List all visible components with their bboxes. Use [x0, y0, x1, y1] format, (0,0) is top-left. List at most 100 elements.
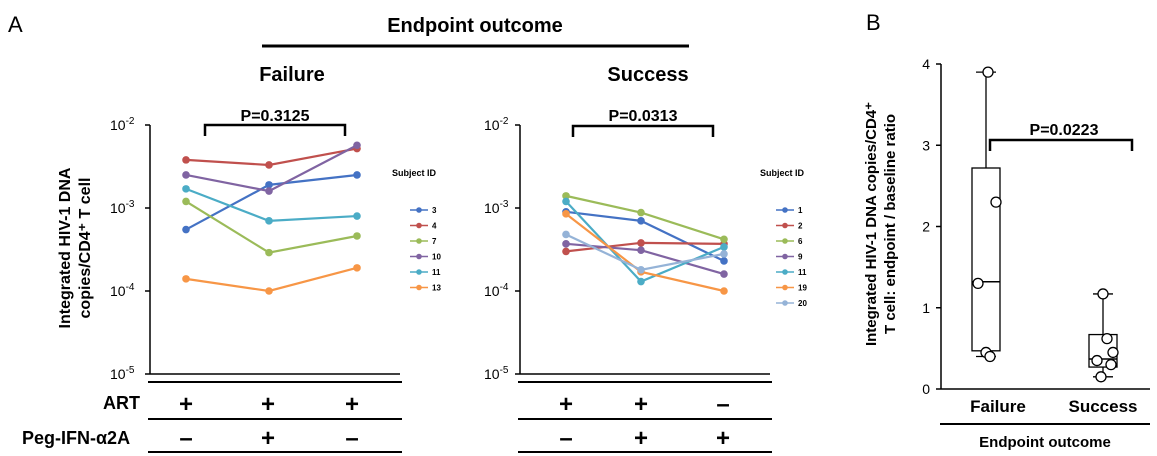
legend-label: 6 — [798, 237, 803, 246]
data-point — [353, 232, 361, 240]
data-point — [720, 250, 728, 258]
endpoint-header: Endpoint outcome — [387, 15, 563, 37]
failure-significance-bracket — [203, 123, 347, 136]
legend-marker — [782, 222, 788, 229]
data-point — [562, 197, 570, 206]
box-x-axis-label: Endpoint outcome — [979, 434, 1111, 451]
data-point — [353, 171, 361, 179]
legend-label: 1 — [798, 206, 803, 215]
box-significance-bracket — [988, 138, 1134, 151]
data-point — [637, 246, 645, 255]
box-point — [1105, 358, 1117, 371]
success-title: Success — [607, 64, 688, 86]
cell-peg-success-3: + — [716, 425, 730, 452]
data-point — [562, 247, 570, 256]
y-axis-label-b-line1: Integrated HIV-1 DNA copies/CD4⁺ — [863, 102, 880, 346]
box-plot — [971, 66, 1119, 383]
y-ticks-success: 10-2 10-3 10-4 10-5 — [484, 116, 509, 382]
data-point — [265, 287, 273, 295]
success-significance-bracket — [571, 124, 715, 137]
legend-label: 11 — [798, 268, 807, 277]
data-point — [637, 277, 645, 286]
box-point — [984, 350, 996, 363]
y-tick-label: 1 — [922, 300, 930, 316]
success-plot — [515, 124, 770, 375]
y-tick-label: 3 — [922, 137, 930, 153]
legend-marker — [416, 269, 422, 275]
cell-peg-failure-2: + — [261, 425, 275, 452]
data-point — [265, 181, 273, 189]
series-line — [185, 266, 358, 293]
data-point — [182, 275, 190, 283]
data-point — [353, 141, 361, 150]
box-point — [1107, 346, 1119, 359]
legend-label: 3 — [432, 206, 437, 215]
cell-peg-success-2: + — [634, 425, 648, 452]
data-point — [720, 287, 728, 295]
legend-label: 9 — [798, 253, 803, 262]
legend-marker — [782, 238, 788, 244]
legend-label: 10 — [432, 253, 441, 262]
box-point — [1101, 332, 1113, 345]
data-point — [720, 257, 728, 265]
data-point — [265, 248, 273, 257]
y-tick-label: 10-3 — [110, 199, 135, 216]
y-axis-label-a-line1: Integrated HIV-1 DNA — [57, 167, 74, 328]
data-point — [182, 156, 190, 164]
box-point — [982, 66, 994, 78]
legend-label: 19 — [798, 284, 807, 293]
cell-peg-failure-3: – — [345, 425, 358, 452]
data-point — [353, 212, 361, 220]
data-point — [182, 225, 190, 234]
success-legend-title: Subject ID — [760, 168, 805, 178]
box-y-ticks: 0 1 2 3 4 — [922, 56, 941, 397]
failure-plot — [145, 124, 400, 375]
data-point — [637, 208, 645, 217]
box-category-success: Success — [1069, 397, 1138, 416]
legend-label: 7 — [432, 237, 437, 246]
data-point — [182, 185, 190, 193]
data-point — [637, 217, 645, 225]
data-point — [562, 192, 570, 200]
data-point — [562, 240, 570, 248]
cell-art-failure-2: + — [261, 391, 275, 418]
failure-legend: 3 4 7 10 11 13 — [410, 206, 441, 293]
data-point — [720, 243, 728, 251]
y-tick-label: 10-4 — [110, 282, 135, 299]
data-point — [562, 210, 570, 218]
y-tick-label: 10-3 — [484, 199, 509, 216]
data-point — [720, 270, 728, 278]
cell-art-success-3: – — [716, 391, 729, 418]
box-point — [1091, 354, 1103, 367]
box-point — [990, 196, 1002, 208]
data-point — [182, 197, 190, 206]
data-point — [182, 171, 190, 179]
box-category-failure: Failure — [970, 397, 1026, 416]
box-point — [1095, 371, 1107, 383]
y-tick-label: 10-4 — [484, 282, 509, 299]
legend-marker — [416, 253, 422, 260]
data-point — [562, 230, 570, 239]
cell-art-failure-1: + — [179, 391, 193, 418]
y-tick-label: 10-5 — [110, 365, 135, 382]
y-tick-label: 0 — [922, 381, 930, 397]
legend-marker — [416, 238, 422, 244]
series-line — [185, 200, 358, 254]
box-rect — [971, 167, 1001, 352]
box-p-value: P=0.0223 — [1030, 122, 1099, 139]
legend-marker — [782, 300, 788, 306]
y-tick-label: 10-5 — [484, 365, 509, 382]
data-point — [637, 239, 645, 247]
legend-marker — [416, 222, 422, 229]
panel-b-label: B — [866, 10, 881, 35]
legend-marker — [416, 284, 422, 291]
treatment-table: ART Peg-IFN-α2A + + + + + – – + – – + + — [22, 381, 772, 453]
data-point — [637, 266, 645, 274]
y-ticks-failure: 10-2 10-3 10-4 10-5 — [110, 116, 135, 382]
box-point — [1097, 288, 1109, 300]
y-tick-label: 4 — [922, 56, 930, 72]
legend-marker — [782, 269, 788, 275]
legend-label: 4 — [432, 222, 437, 231]
success-p-value: P=0.0313 — [609, 108, 678, 125]
